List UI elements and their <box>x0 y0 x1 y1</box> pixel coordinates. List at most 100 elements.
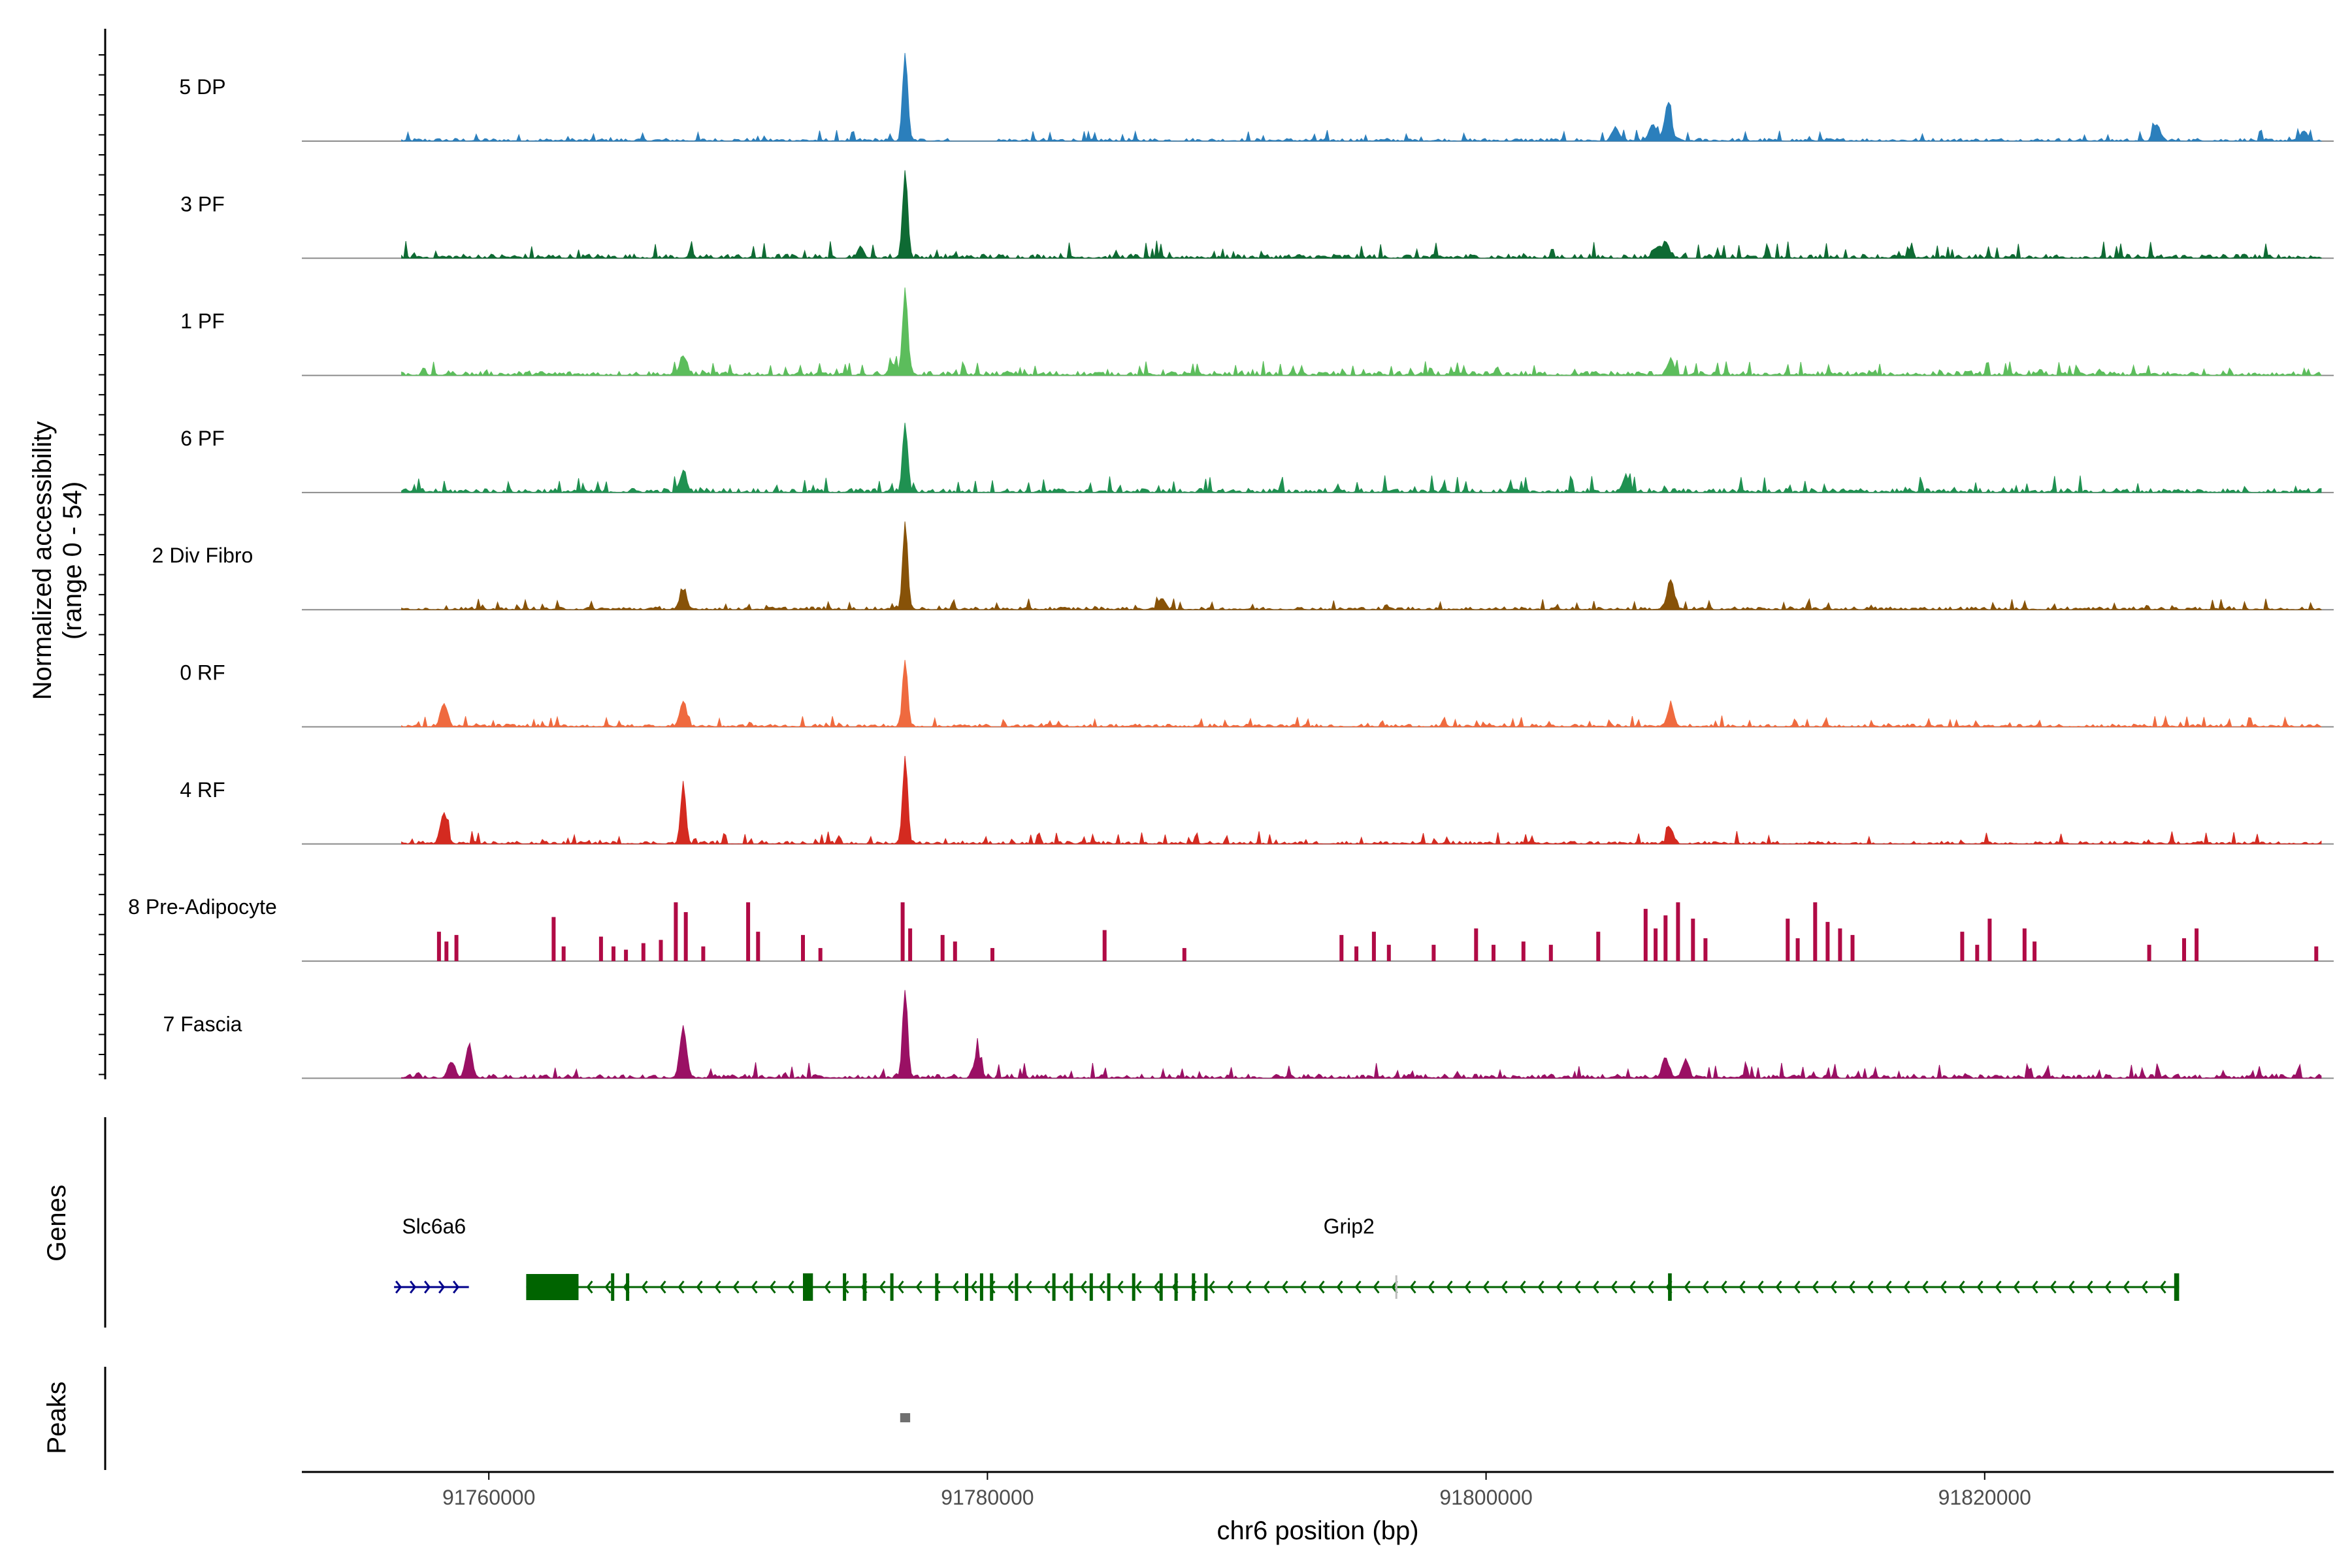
exon <box>843 1273 847 1301</box>
strand-arrow <box>787 1281 794 1294</box>
strand-arrow <box>641 1281 648 1294</box>
coverage-area <box>401 660 2322 728</box>
peaks-axis-label: Peaks <box>42 1381 71 1454</box>
strand-arrow <box>751 1281 758 1294</box>
exon <box>2174 1273 2180 1301</box>
exon <box>979 1273 983 1301</box>
strand-arrow <box>604 1281 612 1294</box>
strand-arrow <box>1299 1281 1307 1294</box>
coverage-area <box>401 756 2322 845</box>
strand-arrow <box>1007 1281 1014 1294</box>
strand-arrow <box>1373 1281 1380 1294</box>
strand-arrow <box>2104 1281 2112 1294</box>
coverage-area <box>401 170 2322 259</box>
strand-arrow <box>1336 1281 1343 1294</box>
coverage-bar <box>908 928 913 962</box>
coverage-bar <box>1703 938 1708 962</box>
coverage-bar <box>561 946 566 962</box>
strand-arrow <box>1610 1281 1618 1294</box>
track-7: 8 Pre-Adipocyte <box>128 895 2334 962</box>
strand-arrow <box>1556 1281 1563 1294</box>
coverage-bar <box>746 902 751 962</box>
strand-arrow <box>1043 1281 1051 1294</box>
coverage-bar <box>683 912 688 962</box>
strand-arrow <box>1976 1281 1984 1294</box>
track-6: 4 RF <box>180 756 2334 845</box>
coverage-bar <box>801 935 805 962</box>
coverage-bar <box>1786 919 1790 962</box>
coverage-bar <box>1654 928 1658 962</box>
strand-arrow <box>1318 1281 1325 1294</box>
strand-arrow <box>453 1281 460 1294</box>
strand-arrow <box>1757 1281 1764 1294</box>
coverage-bar <box>1691 919 1695 962</box>
strand-arrow <box>2068 1281 2075 1294</box>
coverage-bar <box>818 948 823 962</box>
coverage-bar <box>1596 932 1601 962</box>
strand-arrow <box>952 1281 959 1294</box>
coverage-bar <box>1987 919 1992 962</box>
strand-arrow <box>1720 1281 1727 1294</box>
strand-arrow <box>2086 1281 2093 1294</box>
coverage-bar <box>2033 941 2037 962</box>
track-4: 2 Div Fibro <box>152 521 2334 611</box>
strand-arrow <box>1519 1281 1526 1294</box>
strand-arrow <box>2159 1281 2166 1294</box>
coverage-area <box>401 423 2322 494</box>
strand-arrow <box>714 1281 721 1294</box>
coverage-bar <box>2147 945 2151 962</box>
x-tick-label: 91780000 <box>941 1486 1034 1509</box>
strand-arrow <box>1647 1281 1654 1294</box>
coverage-bar <box>1838 928 1842 962</box>
exon <box>1089 1273 1093 1301</box>
track-2: 1 PF <box>180 287 2334 377</box>
y-axis-label-line1: Normalized accessibility <box>28 421 57 700</box>
strand-arrow <box>1446 1281 1453 1294</box>
track-label: 5 DP <box>179 75 225 99</box>
strand-arrow <box>1117 1281 1124 1294</box>
coverage-bar <box>1795 938 1800 962</box>
strand-arrow <box>410 1281 417 1294</box>
coverage-bar <box>1548 945 1553 962</box>
strand-arrow <box>915 1281 923 1294</box>
peak-regions <box>900 1413 911 1422</box>
strand-arrow <box>1848 1281 1855 1294</box>
gene-label: Grip2 <box>1324 1215 1375 1238</box>
exon <box>990 1273 994 1301</box>
coverage-bar <box>551 917 556 962</box>
strand-arrow <box>1885 1281 1892 1294</box>
coverage-bar <box>1386 945 1391 962</box>
peak-region <box>900 1413 911 1422</box>
track-label: 6 PF <box>180 427 225 450</box>
coverage-bar <box>1676 902 1680 962</box>
strand-arrow <box>1830 1281 1837 1294</box>
strand-arrow <box>1867 1281 1874 1294</box>
strand-arrow <box>1263 1281 1270 1294</box>
track-label: 2 Div Fibro <box>152 544 253 567</box>
coverage-bar <box>1643 909 1648 962</box>
strand-arrow <box>1921 1281 1929 1294</box>
strand-arrow <box>1153 1281 1160 1294</box>
coverage-bar <box>1850 935 1855 962</box>
strand-arrow <box>395 1281 402 1294</box>
strand-arrow <box>1281 1281 1288 1294</box>
strand-arrow <box>732 1281 740 1294</box>
strand-arrow <box>1482 1281 1490 1294</box>
coverage-area <box>401 521 2322 611</box>
coverage-bar <box>1960 932 1965 962</box>
exon <box>1070 1273 1073 1301</box>
strand-arrow <box>1684 1281 1691 1294</box>
exon <box>935 1273 939 1301</box>
strand-arrow <box>1062 1281 1069 1294</box>
strand-arrow <box>1208 1281 1215 1294</box>
coverage-bar <box>641 943 645 962</box>
strand-arrow <box>696 1281 703 1294</box>
coverage-bar <box>1371 932 1376 962</box>
exon <box>1052 1273 1056 1301</box>
track-5: 0 RF <box>180 660 2334 728</box>
gene-slc6a6: Slc6a6 <box>394 1215 469 1294</box>
gene-label: Slc6a6 <box>402 1215 466 1238</box>
exon <box>965 1273 968 1301</box>
coverage-bar <box>674 902 678 962</box>
